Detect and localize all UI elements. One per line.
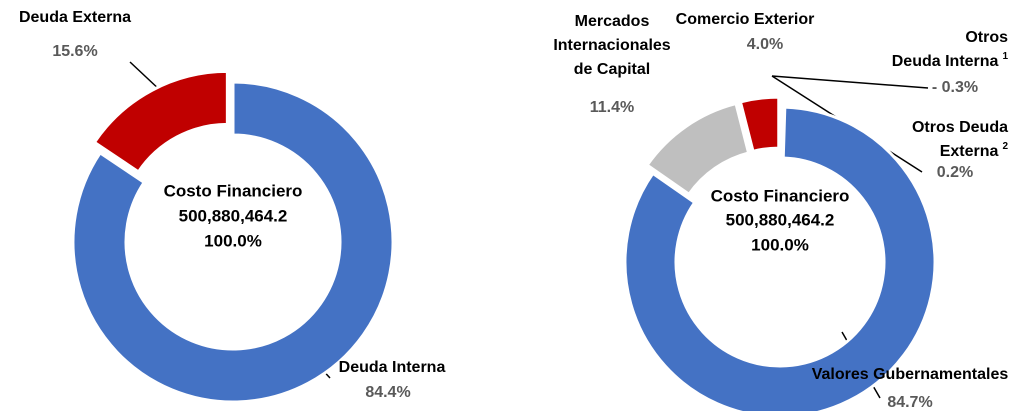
donut-slice [71,80,395,404]
label-line: Deuda Interna [339,359,446,376]
slice-label: Comercio Exterior [676,11,815,28]
value-label: 84.4% [365,384,410,401]
center-text: 100.0% [204,231,262,250]
donut-slice [645,101,751,197]
label-line: de Capital [574,61,650,78]
label-line: Internacionales [553,37,670,54]
slice-label: Deuda Externa [19,9,131,26]
footnote: 2 [1002,141,1008,152]
center-text: 500,880,464.2 [726,210,835,229]
label-line: Otros Deuda [912,119,1008,136]
value-label: 0.2% [937,164,973,181]
slice-label: Mercados Internacionales de Capital [553,13,670,78]
label-line: Externa [940,143,999,160]
leader-line [771,75,929,89]
slice-label: Valores Gubernamentales [812,366,1009,383]
slice-label: Otros Deuda Externa 2 [912,119,1008,160]
value-label: 11.4% [590,99,634,116]
slice-label: Otros Deuda Interna 1 [892,29,1009,70]
label-line: Valores Gubernamentales [812,366,1009,383]
slice-label: Deuda Interna [339,359,446,376]
label-line: Deuda Externa [19,9,131,26]
center-text: Costo Financiero [711,186,850,205]
center-text: 100.0% [751,235,809,254]
label-line: Comercio Exterior [676,11,815,28]
center-text: Costo Financiero [164,181,303,200]
value-label: 84.7% [887,394,932,411]
label-line: Otros [965,29,1008,46]
footnote: 1 [1002,51,1008,62]
value-label: 4.0% [747,36,783,53]
label-line: Deuda Interna [892,53,999,70]
label-line: Mercados [575,13,650,30]
donut-slice [623,105,937,411]
donut-slice [738,95,781,154]
value-label: - 0.3% [932,79,978,96]
center-text: 500,880,464.2 [179,206,288,225]
value-label: 15.6% [52,43,97,60]
donut-slice [92,69,229,174]
